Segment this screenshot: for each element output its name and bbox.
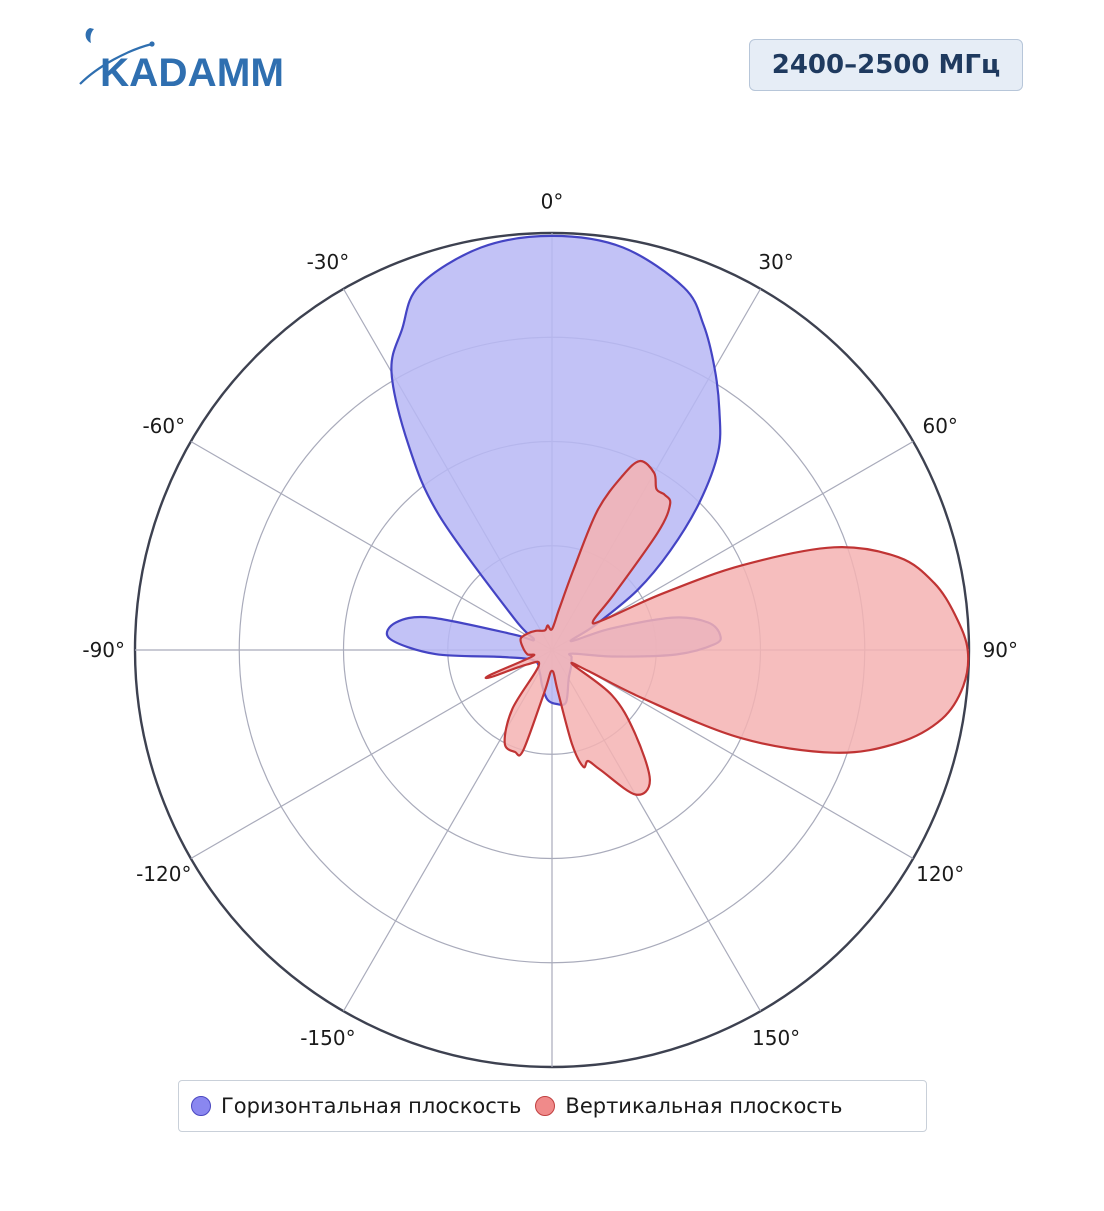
kadamm-logo: KADAMM xyxy=(78,24,288,95)
angle-tick-label: -120° xyxy=(136,862,191,886)
angle-tick-label: 150° xyxy=(752,1026,800,1050)
legend-item-vertical[interactable]: Вертикальная плоскость xyxy=(535,1094,842,1118)
legend-swatch-horizontal xyxy=(191,1096,211,1116)
angle-tick-label: 0° xyxy=(541,190,564,214)
legend-label-vertical: Вертикальная плоскость xyxy=(565,1094,843,1118)
series-vertical-plane xyxy=(484,459,970,796)
frequency-band-badge: 2400–2500 МГц xyxy=(749,39,1023,91)
angle-tick-label: 120° xyxy=(916,862,964,886)
legend-label-horizontal: Горизонтальная плоскость xyxy=(221,1094,522,1118)
legend-item-horizontal[interactable]: Горизонтальная плоскость xyxy=(191,1094,521,1118)
kadamm-logo-graphic: KADAMM xyxy=(79,28,284,95)
series-layer xyxy=(385,234,970,796)
angle-tick-label: 90° xyxy=(983,638,1018,662)
polar-spoke-120 xyxy=(551,649,914,860)
angle-tick-label: -30° xyxy=(307,250,350,274)
angle-tick-label: -60° xyxy=(142,414,185,438)
angle-tick-label: 60° xyxy=(922,414,957,438)
angle-tick-label: -150° xyxy=(300,1026,355,1050)
angular-tick-labels: 0° 30° 60° 90° 120° 150° -150° -120° -90° -60° -30… xyxy=(82,190,1018,1050)
polar-spoke-240 xyxy=(190,649,553,860)
angle-tick-label: 30° xyxy=(758,250,793,274)
logo-wordmark: KADAMM xyxy=(100,51,284,90)
polar-spoke-300 xyxy=(190,440,553,651)
angle-tick-label: -90° xyxy=(82,638,125,662)
chart-legend: Горизонтальная плоскость Вертикальная пл… xyxy=(178,1080,927,1132)
legend-swatch-vertical xyxy=(535,1096,556,1116)
